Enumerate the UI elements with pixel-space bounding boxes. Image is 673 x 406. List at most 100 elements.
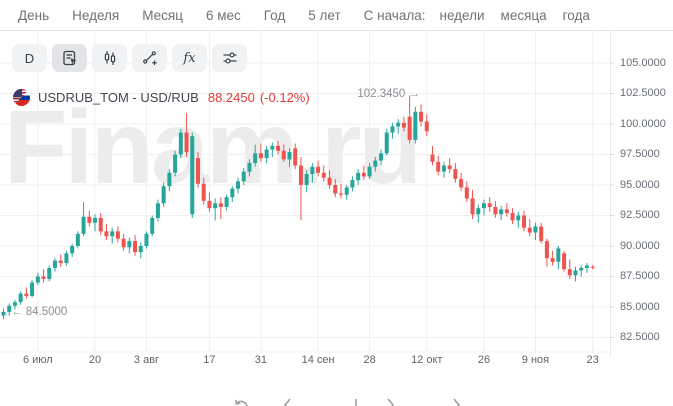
divider-bar-icon[interactable] [352,397,360,406]
candle[interactable] [504,203,509,217]
candle[interactable] [138,242,143,259]
tab-day[interactable]: День [18,7,50,23]
indicators-button[interactable]: fx [172,44,207,72]
candle[interactable] [447,158,452,173]
candle[interactable] [253,144,258,167]
candle[interactable] [476,204,481,223]
candle[interactable] [35,272,40,286]
candle[interactable] [533,222,538,240]
candle[interactable] [338,183,343,199]
candle[interactable] [298,156,303,221]
trend-line-button[interactable] [132,44,167,72]
candle[interactable] [247,159,252,177]
candle[interactable] [110,227,115,244]
candle[interactable] [293,143,298,170]
candle[interactable] [87,210,92,227]
candle[interactable] [356,169,361,185]
candle[interactable] [236,177,241,194]
candle[interactable] [264,145,269,164]
candle[interactable] [115,226,120,243]
candle[interactable] [459,172,464,192]
candle[interactable] [24,287,29,299]
candle[interactable] [327,170,332,189]
candle[interactable] [127,237,132,254]
candle[interactable] [316,160,321,177]
candle[interactable] [241,167,246,185]
candle[interactable] [556,246,561,270]
timeframe-button[interactable]: D [12,44,47,72]
candle[interactable] [155,199,160,222]
candle[interactable] [18,291,23,305]
tab-year[interactable]: Год [263,7,286,23]
candle[interactable] [7,303,12,316]
candle[interactable] [230,186,235,203]
candle[interactable] [562,250,567,272]
chevron-right-icon[interactable] [383,397,397,406]
tab-ytd-month[interactable]: месяца [500,7,547,23]
candle[interactable] [258,143,263,162]
candle[interactable] [81,202,86,237]
candle[interactable] [150,215,155,237]
candle[interactable] [579,265,584,277]
candle[interactable] [12,299,17,310]
candle[interactable] [441,161,446,178]
tab-ytd-week[interactable]: недели [439,7,485,23]
candle[interactable] [1,308,6,320]
candle[interactable] [396,119,401,134]
candle[interactable] [270,142,275,157]
candle[interactable] [419,104,424,127]
candle[interactable] [121,233,126,251]
candle[interactable] [590,264,595,270]
candle[interactable] [133,235,138,256]
candle[interactable] [430,145,435,166]
candle[interactable] [367,163,372,179]
candle[interactable] [470,189,475,220]
undo-arrow-icon[interactable] [233,397,249,406]
candle[interactable] [413,106,418,144]
candle[interactable] [30,280,35,298]
candle[interactable] [424,114,429,137]
candle[interactable] [58,254,63,267]
candle[interactable] [201,177,206,205]
candle[interactable] [75,231,80,249]
chart-settings-button[interactable] [212,44,247,72]
candle[interactable] [516,211,521,228]
candle[interactable] [487,197,492,212]
candle[interactable] [493,200,498,218]
candle[interactable] [184,113,189,157]
candle[interactable] [98,213,103,236]
candle[interactable] [573,266,578,282]
candle[interactable] [304,170,309,193]
candle[interactable] [93,214,98,232]
candle[interactable] [567,259,572,279]
tab-week[interactable]: Неделя [72,7,120,23]
tab-6months[interactable]: 6 мес [205,7,241,23]
candle[interactable] [104,224,109,240]
candle[interactable] [436,155,441,176]
candle[interactable] [550,250,555,266]
candle[interactable] [499,205,504,221]
tab-5years[interactable]: 5 лет [308,7,341,23]
tab-month[interactable]: Месяц [142,7,183,23]
candle[interactable] [539,222,544,244]
candle[interactable] [384,128,389,156]
candle[interactable] [195,152,200,188]
candle[interactable] [224,194,229,211]
candle[interactable] [464,181,469,203]
candle[interactable] [281,144,286,162]
candle[interactable] [161,182,166,207]
candle[interactable] [178,128,183,159]
candle[interactable] [144,231,149,249]
chevron-left-icon[interactable] [281,397,295,406]
candle[interactable] [350,176,355,192]
candle[interactable] [373,156,378,172]
candle[interactable] [41,269,46,283]
candle[interactable] [207,192,212,212]
candlesticks-button[interactable] [92,44,127,72]
candle[interactable] [64,250,69,266]
candle[interactable] [527,219,532,237]
panel-pointer-button[interactable] [52,44,87,72]
candle[interactable] [218,197,223,220]
candle[interactable] [453,163,458,183]
